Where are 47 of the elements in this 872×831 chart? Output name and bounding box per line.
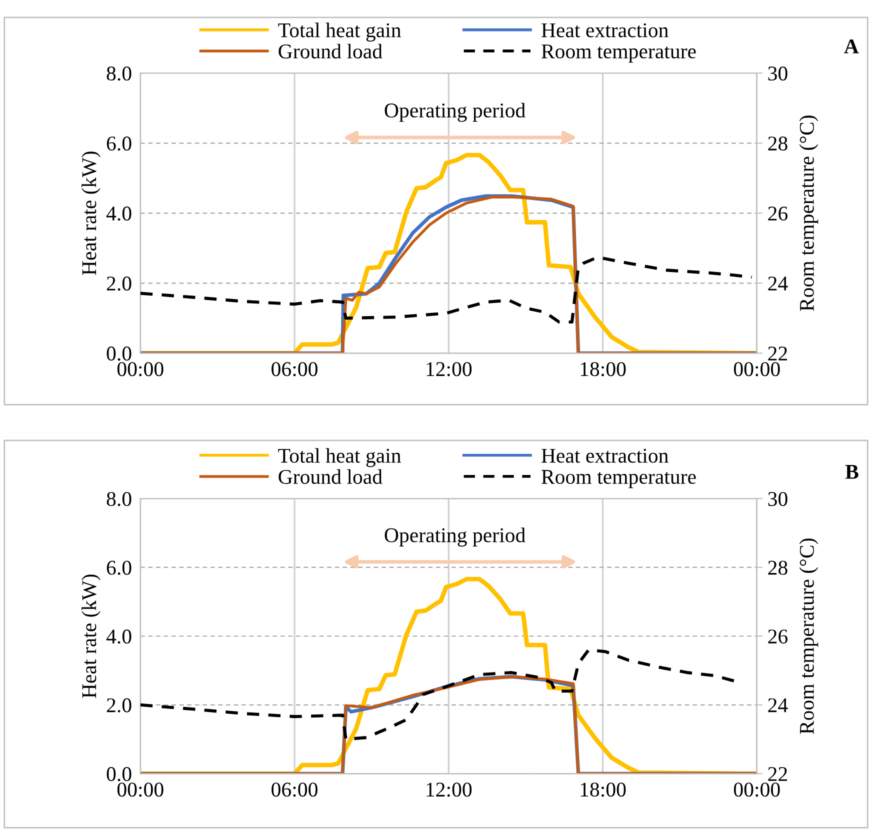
y-tick-label: 6.0 bbox=[106, 560, 132, 575]
y2-tick-label: 24 bbox=[768, 276, 788, 290]
line-series bbox=[140, 256, 754, 324]
y2-tick-label: 24 bbox=[768, 698, 788, 712]
y-tick-label: 0.0 bbox=[106, 346, 132, 361]
y2-tick-label: 22 bbox=[768, 767, 787, 781]
x-tick-label: 00:00 bbox=[734, 362, 780, 376]
text: A bbox=[844, 39, 859, 54]
annotation: Operating period bbox=[384, 528, 526, 547]
y-tick-label: 4.0 bbox=[106, 630, 132, 644]
x-tick-label: 18:00 bbox=[580, 782, 626, 797]
y-tick-label: 8.0 bbox=[106, 492, 132, 506]
x-tick-label: 06:00 bbox=[272, 362, 318, 376]
y-axis-title: Heat rate (kW) bbox=[82, 152, 100, 276]
x-tick-label: 12:00 bbox=[426, 362, 472, 376]
legend-label: Ground load bbox=[278, 44, 382, 58]
legend-label: Ground load bbox=[278, 469, 382, 484]
y2-axis-title: Room temperature (°C) bbox=[799, 538, 818, 734]
y2-tick-label: 26 bbox=[768, 630, 788, 644]
y-tick-label: 2.0 bbox=[106, 698, 132, 712]
x-tick-label: 00:00 bbox=[117, 782, 164, 797]
x-tick-label: 00:00 bbox=[117, 362, 164, 376]
y-tick-label: 4.0 bbox=[106, 206, 132, 221]
legend-label: Total heat gain bbox=[278, 448, 402, 468]
y2-tick-label: 30 bbox=[768, 492, 788, 506]
x-tick-label: 06:00 bbox=[272, 782, 318, 797]
x-tick-label: 00:00 bbox=[734, 782, 780, 797]
x-tick-label: 18:00 bbox=[580, 362, 626, 376]
y2-tick-label: 30 bbox=[768, 66, 788, 81]
legend-label: Heat extraction bbox=[542, 23, 668, 38]
legend-label: Heat extraction bbox=[542, 448, 668, 463]
y2-tick-label: 22 bbox=[768, 346, 787, 360]
legend-label: Room temperature bbox=[542, 470, 696, 488]
x-tick-label: 12:00 bbox=[426, 782, 472, 797]
legend-label: Total heat gain bbox=[278, 22, 402, 42]
y2-tick-label: 26 bbox=[768, 206, 788, 221]
y2-tick-label: 28 bbox=[768, 136, 788, 151]
y-tick-label: 8.0 bbox=[106, 66, 132, 81]
y-tick-label: 6.0 bbox=[106, 136, 132, 151]
annotation: Operating period bbox=[384, 102, 526, 122]
y2-tick-label: 28 bbox=[768, 560, 788, 575]
legend-label: Room temperature bbox=[542, 44, 696, 63]
y-tick-label: 0.0 bbox=[106, 767, 132, 782]
y-tick-label: 2.0 bbox=[106, 276, 132, 291]
y-axis-title: Heat rate (kW) bbox=[82, 574, 100, 698]
y2-axis-title: Room temperature (°C) bbox=[799, 116, 818, 312]
text: B bbox=[845, 465, 858, 479]
